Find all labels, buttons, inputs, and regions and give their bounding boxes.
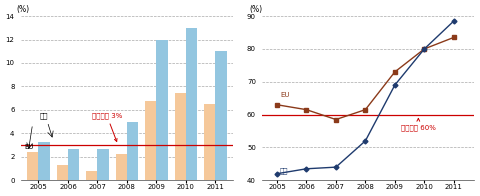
Bar <box>216 51 227 180</box>
Text: EU: EU <box>24 144 34 150</box>
Bar <box>68 149 79 180</box>
Text: 영국: 영국 <box>40 113 48 119</box>
Text: (%): (%) <box>250 5 263 15</box>
Text: EU: EU <box>280 92 289 98</box>
Bar <box>175 93 186 180</box>
Bar <box>86 171 97 180</box>
Bar <box>127 122 138 180</box>
Bar <box>145 101 156 180</box>
Bar <box>97 149 108 180</box>
Text: 정부부소 60%: 정부부소 60% <box>401 118 436 131</box>
Text: (%): (%) <box>17 5 30 15</box>
Bar <box>186 28 197 180</box>
Bar <box>57 165 68 180</box>
Text: 영국: 영국 <box>280 167 288 174</box>
Text: 재정적자 3%: 재정적자 3% <box>92 112 122 142</box>
Bar <box>116 154 127 180</box>
Bar <box>27 152 38 180</box>
Bar <box>156 40 168 180</box>
Bar <box>38 142 50 180</box>
Bar <box>204 104 216 180</box>
